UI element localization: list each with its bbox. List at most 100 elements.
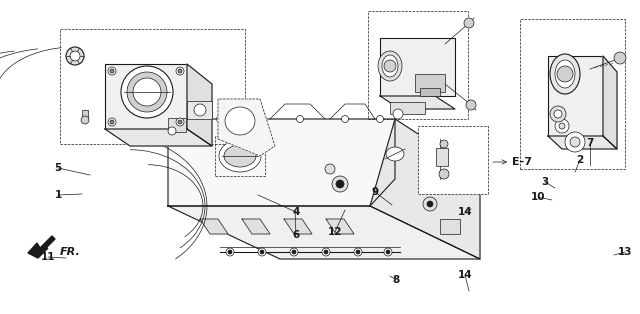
Ellipse shape [224,145,256,167]
Text: 11: 11 [41,252,55,262]
Circle shape [70,51,80,61]
Bar [380,38,455,96]
Text: 10: 10 [531,192,545,202]
Circle shape [108,67,116,75]
Circle shape [66,47,84,65]
Circle shape [178,120,182,124]
Polygon shape [105,129,212,146]
Text: 4: 4 [292,207,300,217]
Circle shape [464,18,474,28]
Circle shape [258,248,266,256]
Bar [187,101,212,119]
Circle shape [216,116,223,122]
Circle shape [423,197,437,211]
Circle shape [292,250,296,254]
Circle shape [322,248,330,256]
Polygon shape [187,64,212,146]
Circle shape [342,116,349,122]
Circle shape [110,120,114,124]
Text: FR.: FR. [60,247,81,257]
Circle shape [108,118,116,126]
Circle shape [559,123,565,129]
Bar [105,64,187,129]
Polygon shape [168,119,395,206]
Circle shape [133,78,161,106]
Bar [418,126,488,194]
Circle shape [336,180,344,188]
Bar [82,110,88,120]
Text: 13: 13 [618,247,632,257]
Polygon shape [548,136,617,149]
Circle shape [81,116,89,124]
Text: 5: 5 [54,163,61,173]
Circle shape [439,169,449,179]
Circle shape [196,116,204,122]
Text: 6: 6 [292,230,300,240]
Bar [415,74,445,92]
Circle shape [427,201,433,207]
Text: 12: 12 [328,227,342,237]
Circle shape [440,140,448,148]
Circle shape [393,109,403,119]
Polygon shape [370,119,480,259]
Circle shape [466,100,476,110]
Bar [520,19,625,169]
Ellipse shape [555,60,575,88]
Circle shape [356,250,360,254]
Circle shape [384,248,392,256]
Circle shape [565,132,585,152]
Circle shape [178,69,182,73]
Circle shape [557,66,573,82]
Circle shape [325,164,335,174]
Circle shape [168,127,176,135]
Ellipse shape [219,140,261,172]
Text: 1: 1 [54,190,61,200]
Text: 14: 14 [458,270,472,280]
Circle shape [554,110,562,118]
Text: 14: 14 [458,207,472,217]
Text: 2: 2 [577,155,584,165]
Bar [215,136,265,176]
Circle shape [290,248,298,256]
Ellipse shape [386,147,404,161]
Circle shape [332,176,348,192]
Bar [436,148,448,166]
Polygon shape [284,219,312,234]
Circle shape [260,250,264,254]
Polygon shape [326,219,354,234]
Text: 8: 8 [392,275,399,285]
Bar [548,56,603,136]
Circle shape [176,67,184,75]
Ellipse shape [550,54,580,94]
Circle shape [354,248,362,256]
Circle shape [110,69,114,73]
Circle shape [226,248,234,256]
Polygon shape [28,236,55,258]
Polygon shape [242,219,270,234]
Circle shape [257,116,264,122]
Polygon shape [603,56,617,149]
Bar [368,11,468,119]
Bar [390,102,425,114]
Circle shape [176,118,184,126]
Text: 9: 9 [371,187,379,197]
Circle shape [384,60,396,72]
Bar [420,88,440,96]
Circle shape [550,106,566,122]
Circle shape [614,52,626,64]
Circle shape [228,250,232,254]
Polygon shape [200,219,228,234]
Text: E-7: E-7 [512,157,532,167]
Ellipse shape [382,55,398,77]
Circle shape [324,250,328,254]
Bar [168,118,186,132]
Circle shape [296,116,303,122]
Polygon shape [168,206,480,259]
Polygon shape [218,99,275,156]
Circle shape [555,119,569,133]
Circle shape [386,250,390,254]
Polygon shape [380,96,455,109]
Circle shape [570,137,580,147]
Circle shape [121,66,173,118]
Bar [440,219,460,234]
